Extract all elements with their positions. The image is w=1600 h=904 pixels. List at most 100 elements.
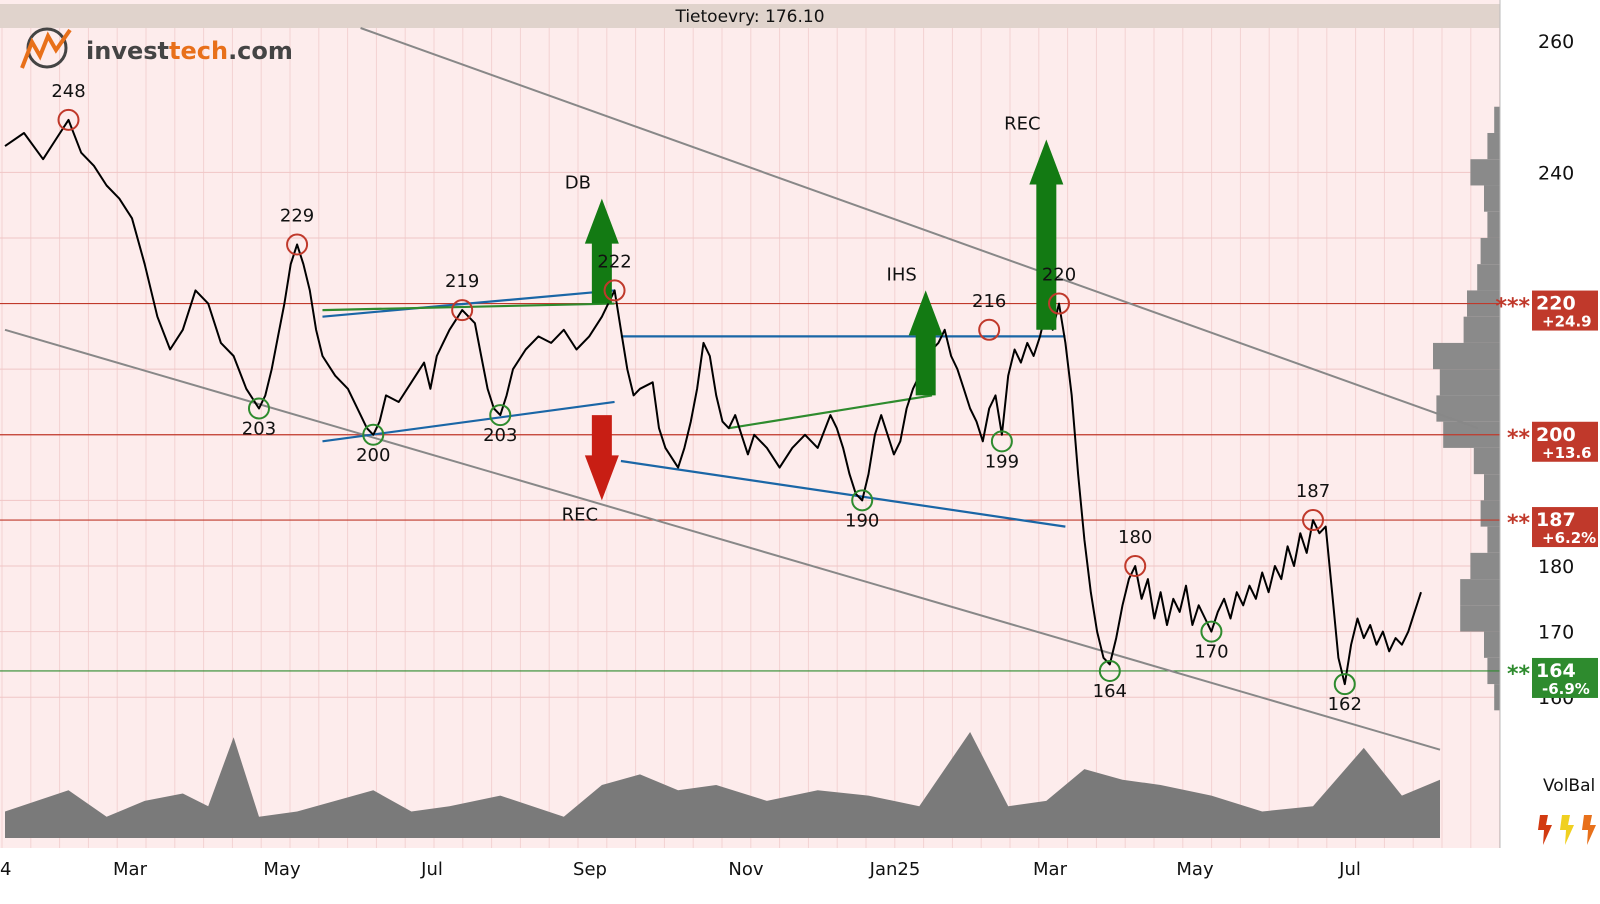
volume-balance-area <box>5 732 1440 838</box>
price-annotation: 229 <box>280 206 314 227</box>
y-tick-label: 180 <box>1538 556 1574 578</box>
volume-profile-bar <box>1484 474 1501 501</box>
top-marker <box>603 279 626 302</box>
level-stars: ** <box>1507 426 1531 451</box>
level-box <box>1532 421 1598 462</box>
signal-arrow-up <box>908 290 943 396</box>
trend-line <box>322 302 615 312</box>
bottom-marker <box>851 489 874 512</box>
volume-profile-bar <box>1484 185 1501 212</box>
volume-balance-label: VolBal <box>1543 776 1595 796</box>
volume-profile-bar <box>1460 605 1501 632</box>
price-annotation: 200 <box>356 445 390 466</box>
level-percent: +13.6 <box>1542 444 1592 462</box>
price-annotation: 199 <box>985 451 1019 472</box>
level-box <box>1532 657 1598 698</box>
support-resistance-lines <box>0 302 1500 672</box>
volume-profile <box>1433 106 1501 711</box>
x-tick-label: May <box>263 859 301 880</box>
x-tick-label: Jul <box>1338 859 1361 880</box>
price-annotation: 190 <box>845 510 879 531</box>
volume-profile-bar <box>1439 369 1501 396</box>
volume-profile-bar <box>1470 552 1501 580</box>
x-tick-label: Mar <box>1033 859 1068 880</box>
price-annotation: 162 <box>1328 694 1362 715</box>
price-annotation: 187 <box>1296 481 1330 502</box>
logo-text: investtech.com <box>86 37 293 65</box>
trend-line <box>322 400 615 443</box>
level-labels: *** 220+24.9** 200+13.6** 187+6.2%** 164-6.9… <box>1495 290 1598 698</box>
volume-profile-bar <box>1484 631 1501 658</box>
level-percent: +6.2% <box>1542 529 1596 547</box>
bottom-marker <box>489 404 512 427</box>
level-value: 187 <box>1536 509 1576 531</box>
signal-arrow-down <box>584 415 619 501</box>
x-tick-label: Jan25 <box>869 859 921 880</box>
level-stars: ** <box>1507 662 1531 687</box>
bottom-marker <box>1200 620 1223 643</box>
volume-profile-bar <box>1494 106 1501 133</box>
top-marker <box>978 318 1001 341</box>
volume-profile-bar <box>1480 237 1501 265</box>
x-tick-label: Mar <box>113 859 148 880</box>
x-tick-label: Sep <box>573 859 607 880</box>
signal-label: REC <box>562 504 598 525</box>
volume-profile-bar <box>1494 684 1501 711</box>
volume-balance-shape <box>5 732 1440 838</box>
price-annotations: 248 229 203 219 200 203 222 190 216 199 220 164 180 1… <box>51 81 1362 715</box>
level-box <box>1532 507 1598 548</box>
bottom-marker <box>1098 659 1121 682</box>
volume-profile-bar <box>1473 447 1501 475</box>
level-stars: *** <box>1495 295 1530 320</box>
signal-label: REC <box>1004 114 1040 135</box>
volume-profile-bar <box>1470 159 1501 186</box>
top-marker <box>1048 292 1071 315</box>
signal-arrows: DB REC IHS REC <box>562 114 1064 525</box>
x-tick-label: May <box>1176 859 1214 880</box>
bottom-marker <box>1333 673 1356 696</box>
level-stars: ** <box>1507 511 1531 536</box>
price-annotation: 220 <box>1042 265 1076 286</box>
volume-profile-bar <box>1480 500 1501 527</box>
logo-icon <box>20 27 72 69</box>
price-annotation: 170 <box>1194 642 1228 663</box>
volume-profile-bar <box>1487 132 1501 160</box>
volume-profile-bar <box>1463 316 1501 343</box>
level-value: 200 <box>1536 424 1576 446</box>
trend-lines <box>4 27 1479 751</box>
volume-balance-indicator-icons <box>1538 815 1596 845</box>
signal-arrow-up <box>1029 139 1064 330</box>
level-percent: -6.9% <box>1542 680 1590 698</box>
trend-line <box>4 328 1441 751</box>
signal-label: DB <box>565 173 591 194</box>
top-marker <box>1124 554 1147 577</box>
x-axis: 4 Mar May Jul Sep Nov Jan25 Mar May Jul <box>0 859 1361 880</box>
price-annotation: 164 <box>1093 681 1127 702</box>
price-annotation: 203 <box>242 419 276 440</box>
x-tick-label: 4 <box>0 859 11 880</box>
y-tick-label: 170 <box>1538 622 1574 644</box>
x-tick-label: Jul <box>420 859 443 880</box>
volume-profile-bar <box>1477 264 1501 291</box>
level-box <box>1532 290 1598 331</box>
level-percent: +24.9 <box>1542 313 1592 331</box>
price-annotation: 219 <box>445 271 479 292</box>
top-marker <box>286 233 309 256</box>
price-annotation: 180 <box>1118 527 1152 548</box>
trend-line <box>728 394 933 430</box>
signal-arrow-up <box>584 198 619 304</box>
volume-profile-bar <box>1487 526 1501 553</box>
price-annotation: 248 <box>51 81 85 102</box>
level-value: 220 <box>1536 293 1576 315</box>
bottom-marker <box>247 397 270 420</box>
y-tick-label: 240 <box>1538 162 1574 184</box>
price-annotation: 222 <box>597 251 631 272</box>
x-tick-label: Nov <box>728 859 763 880</box>
top-marker <box>1302 509 1325 532</box>
trend-line <box>360 27 1479 430</box>
price-annotation: 216 <box>972 291 1006 312</box>
volume-profile-bar <box>1433 342 1501 370</box>
level-value: 164 <box>1536 660 1576 682</box>
